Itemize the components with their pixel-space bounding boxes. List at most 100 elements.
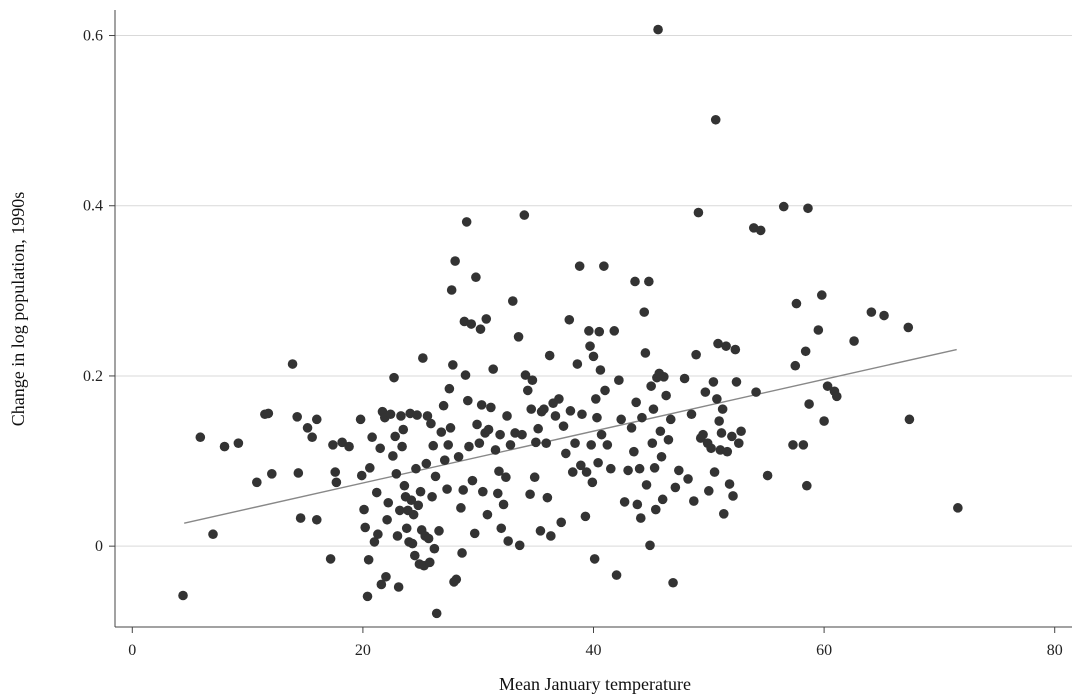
scatter-point [476, 400, 487, 410]
scatter-point [721, 341, 731, 351]
scatter-point [535, 526, 546, 536]
y-tick-label: 0.4 [83, 198, 103, 215]
scatter-point [287, 359, 298, 369]
scatter-point [668, 577, 678, 588]
scatter-point [706, 443, 716, 454]
scatter-point [574, 261, 585, 271]
scatter-point [453, 451, 464, 462]
scatter-point [576, 460, 586, 471]
scatter-point [623, 465, 633, 476]
scatter-point [556, 517, 567, 528]
scatter-point [356, 470, 367, 481]
scatter-point [263, 408, 274, 419]
scatter-point [736, 426, 746, 437]
scatter-point [816, 290, 827, 300]
scatter-point [550, 411, 561, 421]
scatter-point [629, 446, 639, 457]
scatter-point [381, 571, 391, 582]
scatter-point [762, 470, 773, 481]
scatter-point [430, 471, 441, 482]
scatter-point [456, 503, 466, 513]
scatter-point [428, 440, 439, 451]
scatter-point [689, 496, 699, 506]
scatter-point [481, 314, 492, 324]
scatter-point [635, 513, 646, 523]
scatter-point [592, 412, 602, 423]
scatter-point [716, 428, 727, 438]
scatter-point [798, 440, 809, 450]
scatter-point [407, 538, 418, 549]
scatter-point [644, 276, 654, 287]
scatter-point [502, 411, 512, 421]
scatter-point [252, 477, 262, 488]
scatter-point [709, 467, 720, 477]
scatter-point [393, 582, 404, 592]
scatter-point [588, 351, 599, 362]
scatter-point [331, 477, 342, 488]
fit-line [184, 348, 957, 524]
scatter-point [670, 482, 681, 493]
scatter-point [494, 466, 504, 477]
scatter-point [879, 310, 889, 321]
scatter-point [646, 381, 656, 391]
scatter-point [439, 455, 450, 465]
scatter-point [418, 353, 428, 363]
scatter-point [656, 451, 667, 462]
scatter-point [330, 467, 341, 477]
scatter-point [426, 418, 436, 429]
scatter-point [691, 349, 701, 360]
scatter-point [605, 463, 616, 474]
scatter-point [587, 477, 598, 488]
scatter-point [558, 421, 569, 431]
scatter-point [708, 377, 719, 387]
scatter-point [436, 427, 447, 437]
scatter-point [533, 423, 543, 434]
scatter-point [409, 550, 420, 561]
scatter-point [710, 114, 721, 125]
scatter-point [385, 409, 396, 420]
scatter-point [614, 375, 624, 386]
scatter-point [630, 276, 640, 287]
scatter-point [503, 536, 513, 546]
scatter-point [730, 344, 741, 355]
scatter-point [803, 203, 813, 214]
scatter-point [529, 472, 540, 483]
scatter-point [429, 543, 440, 554]
scatter-point [396, 411, 406, 421]
scatter-point [464, 441, 474, 452]
scatter-point [431, 608, 442, 619]
y-tick-label: 0.2 [83, 368, 103, 385]
x-tick-label: 20 [355, 642, 371, 659]
scatter-point [328, 440, 338, 450]
scatter-point [593, 457, 603, 468]
scatter-point [376, 579, 387, 590]
scatter-point [496, 523, 507, 534]
scatter-point [514, 540, 525, 551]
scatter-point [713, 338, 723, 349]
scatter-point [423, 533, 434, 544]
scatter-point [427, 491, 437, 502]
scatter-point [359, 504, 369, 515]
scatter-point [365, 463, 375, 473]
scatter-point [438, 400, 449, 411]
scatter-point [788, 440, 798, 450]
scatter-point [594, 326, 605, 337]
scatter-point [544, 350, 555, 361]
scatter-point [632, 499, 643, 510]
scatter-point [375, 443, 385, 454]
scatter-point [505, 440, 516, 450]
scatter-point [478, 486, 488, 497]
scatter-point [778, 201, 789, 212]
scatter-point [457, 548, 467, 558]
scatter-point [641, 480, 652, 490]
scatter-point [293, 468, 304, 478]
scatter-point [589, 554, 600, 564]
scatter-point [461, 217, 472, 227]
scatter-point [541, 438, 552, 448]
scatter-point [731, 377, 742, 387]
scatter-point [394, 505, 405, 516]
scatter-point [665, 414, 676, 425]
scatter-point [790, 360, 801, 371]
scatter-point [802, 480, 812, 491]
